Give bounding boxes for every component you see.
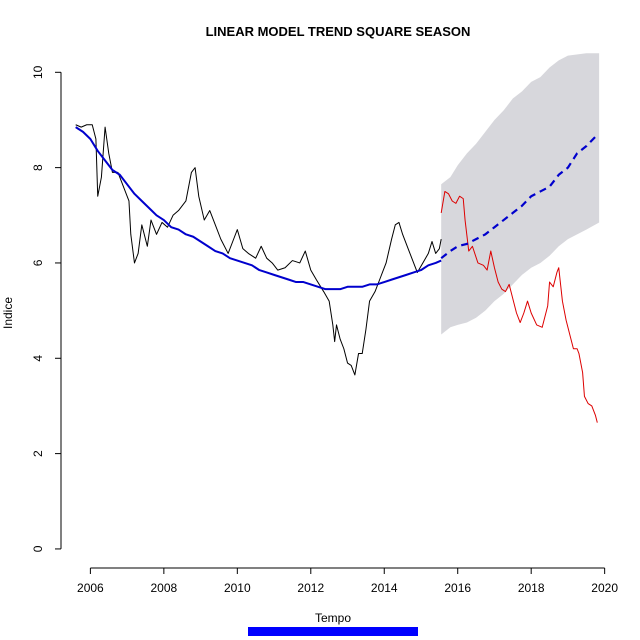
x-tick-label: 2016 (444, 581, 471, 595)
series-line-actual-test (440, 190, 598, 423)
x-tick-label: 2020 (591, 581, 618, 595)
chart-title: LINEAR MODEL TREND SQUARE SEASON (206, 24, 471, 39)
y-axis-ticks: 0 2 4 6 8 10 (31, 65, 61, 552)
series-line-forecast (440, 134, 600, 260)
y-tick-label: 0 (31, 545, 45, 552)
x-tick-label: 2012 (297, 581, 324, 595)
x-axis-title: Tempo (315, 611, 351, 625)
series-layer (75, 124, 600, 423)
y-axis-title: Indice (1, 297, 15, 329)
y-tick-label: 10 (31, 65, 45, 79)
y-tick-label: 2 (31, 450, 45, 457)
x-tick-label: 2014 (371, 581, 398, 595)
x-axis-ticks: 2006 2008 2010 2012 2014 2016 2018 2020 (77, 568, 618, 595)
x-tick-label: 2008 (151, 581, 178, 595)
y-tick-label: 8 (31, 164, 45, 171)
x-tick-label: 2010 (224, 581, 251, 595)
x-tick-label: 2006 (77, 581, 104, 595)
series-line-observed (75, 124, 442, 376)
forecast-interval-band (441, 53, 600, 335)
x-tick-label: 2018 (518, 581, 545, 595)
forecast-band-layer (441, 53, 600, 335)
y-tick-label: 6 (31, 259, 45, 266)
legend-bar (248, 627, 418, 636)
y-tick-label: 4 (31, 355, 45, 362)
series-line-fitted (75, 126, 442, 291)
